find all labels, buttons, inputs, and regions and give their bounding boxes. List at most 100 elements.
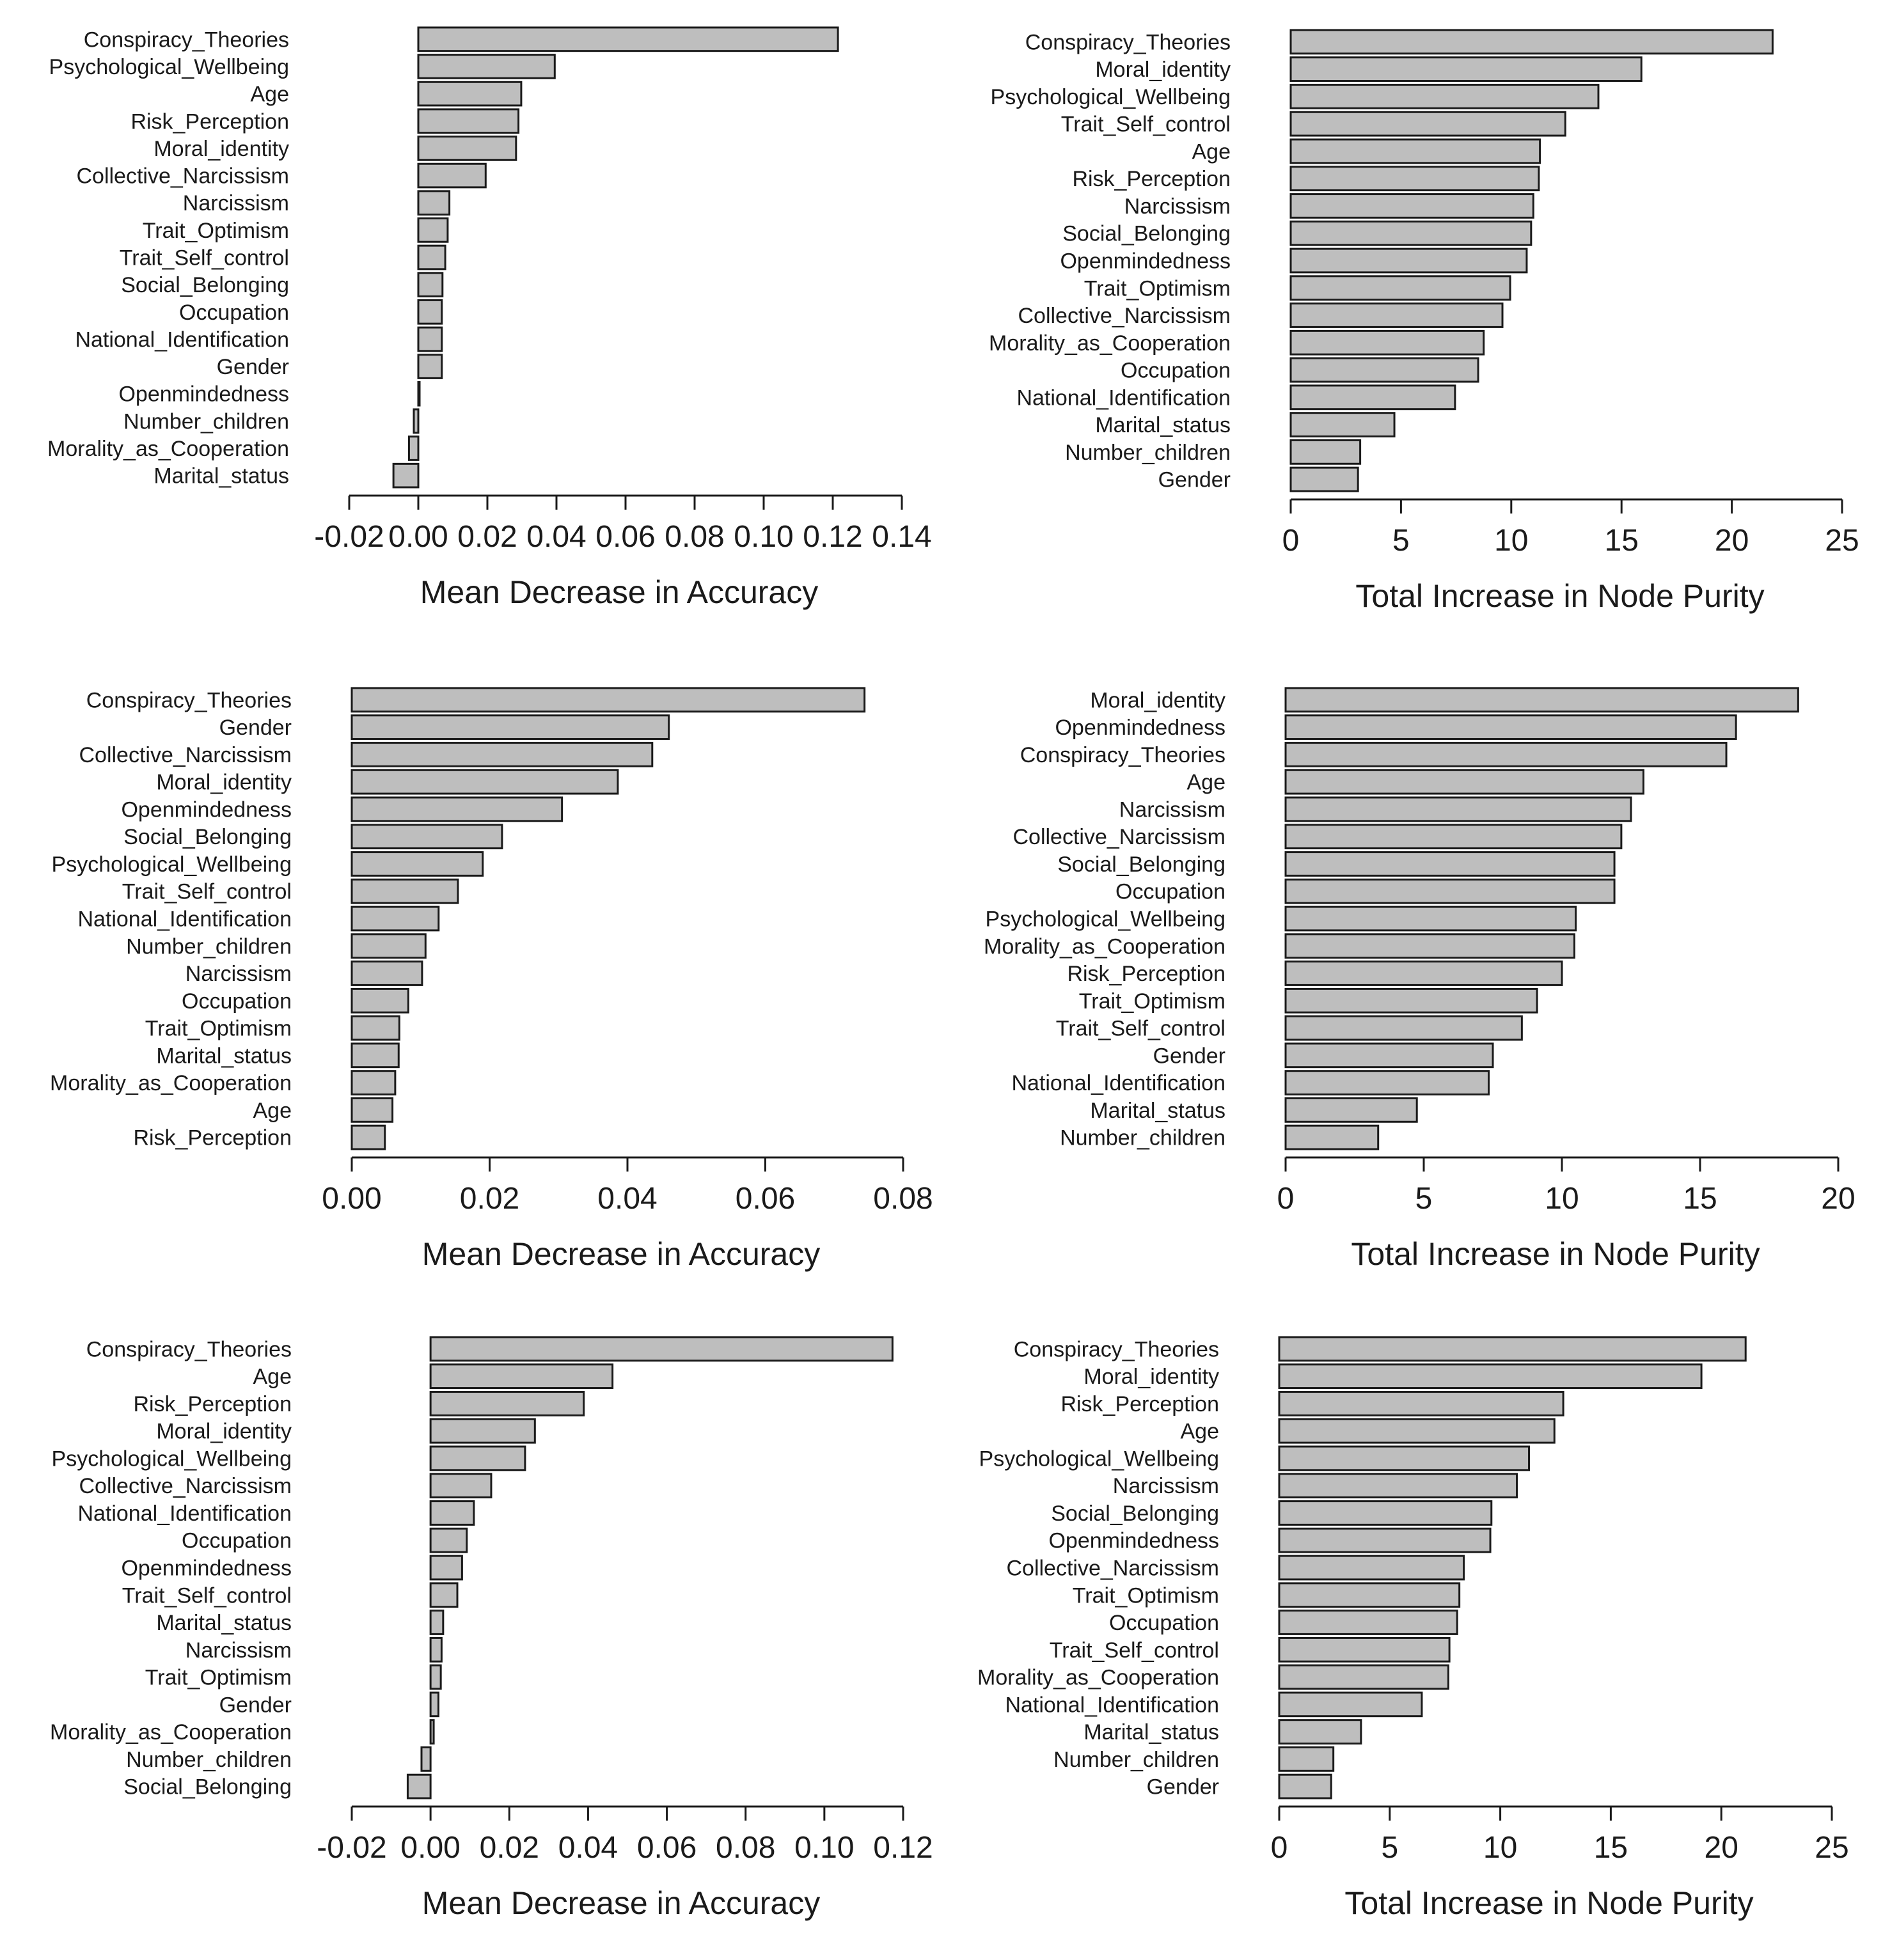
panel-5-bar-openmindedness [429,1555,463,1581]
panel-5-category-label: Trait_Self_control [122,1583,292,1608]
panel-6-bar-risk-perception [1278,1391,1564,1416]
panel-5-category-label: Narcissism [185,1638,292,1663]
panel-3-x-axis-title: Mean Decrease in Accuracy [422,1236,821,1272]
panel-3-bar-psychological-wellbeing [351,851,484,877]
panel-1-category-label: Occupation [179,301,289,325]
panel-2-category-label: Psychological_Wellbeing [991,85,1231,109]
panel-3-category-label: Morality_as_Cooperation [50,1071,292,1095]
panel-1-x-axis: -0.02 0.00 0.02 0.04 0.06 0.08 0.10 0.12 0.14 [314,494,932,554]
panel-6-x-tick-label: 10 [1483,1831,1517,1865]
panel-4-category-label: Trait_Self_control [1056,1017,1225,1041]
panel-6-category-label: Risk_Perception [1060,1392,1219,1416]
panel-6-bar-collective-narcissism [1278,1555,1465,1581]
panel-3-category-label: Risk_Perception [133,1126,292,1150]
panel-4-category-label: Psychological_Wellbeing [986,907,1225,932]
panel-5-bar-narcissism [429,1636,443,1663]
panel-2-category-label: Risk_Perception [1072,167,1231,191]
panel-6-category-label: Age [1181,1420,1220,1444]
panel-1-category-label: Moral_identity [154,137,289,161]
panel-6-chart: Conspiracy_Theories Moral_identity Risk_Pe… [977,1336,1849,1921]
panel-3-category-label: Gender [219,716,292,740]
panel-4-bar-collective-narcissism [1284,824,1623,850]
panel-1-category-label: Number_children [123,409,289,434]
panel-2-category-label: Marital_status [1095,413,1231,437]
panel-4-x-tick-label: 5 [1415,1182,1433,1216]
panel-1-bar-gender [417,354,443,379]
panel-1-x-tick-label: 0.10 [734,520,793,554]
panel-2-bar-collective-narcissism [1289,302,1504,328]
panel-3-category-label: Narcissism [185,962,292,986]
panel-4-category-label: Conspiracy_Theories [1020,743,1225,767]
panel-5-bar-conspiracy-theories [429,1336,894,1362]
panel-6-bar-number-children [1278,1746,1335,1772]
panel-6-category-label: Moral_identity [1083,1365,1219,1389]
panel-3-bar-risk-perception [351,1124,386,1150]
panel-2-category-label: Moral_identity [1095,58,1231,82]
panel-3-bar-morality-as-cooperation [351,1070,397,1095]
panel-5-x-tick-label: 0.06 [637,1831,697,1865]
panel-2-bar-narcissism [1289,193,1534,219]
panel-6-x-tick-label: 0 [1271,1831,1288,1865]
panel-3-x-tick-label: 0.00 [322,1182,381,1216]
panel-4-x-tick-label: 15 [1683,1182,1717,1216]
panel-2-x-tick-label: 10 [1494,524,1528,558]
panel-6-bar-trait-self-control [1278,1636,1451,1663]
panel-2-category-label: Conspiracy_Theories [1025,30,1231,54]
panel-3-x-tick-label: 0.04 [597,1182,657,1216]
panel-6-category-label: Trait_Self_control [1050,1638,1219,1663]
panel-5-x-tick-label: 0.00 [400,1831,460,1865]
panel-6-category-label: Number_children [1053,1748,1219,1772]
panel-4-chart: Moral_identity Openmindedness Conspiracy_T… [984,687,1855,1272]
panel-2-x-tick-label: 0 [1282,524,1300,558]
panel-4-bar-conspiracy-theories [1284,742,1728,767]
panel-6-bar-trait-optimism [1278,1582,1461,1608]
panel-3-x-axis: 0.00 0.02 0.04 0.06 0.08 [322,1156,933,1216]
panel-4-category-label: Moral_identity [1090,688,1225,712]
panel-6-bar-psychological-wellbeing [1278,1445,1531,1471]
panel-3-bar-narcissism [351,960,423,986]
panel-2-category-label: Age [1192,139,1231,164]
panel-3-bar-trait-optimism [351,1015,400,1041]
panel-3-category-label: Moral_identity [156,771,292,795]
panel-4-bar-national-identification [1284,1070,1490,1095]
panel-1-x-tick-label: 0.00 [388,520,448,554]
panel-6-x-tick-label: 25 [1815,1831,1848,1865]
panel-3-x-tick-label: 0.08 [873,1182,933,1216]
panel-6-bar-moral-identity [1278,1363,1703,1390]
panel-2-bar-risk-perception [1289,166,1540,192]
panel-3-category-label: Age [253,1099,292,1123]
panel-4-x-axis-title: Total Increase in Node Purity [1351,1236,1760,1272]
panel-3-bar-moral-identity [351,769,619,795]
panel-5-category-label: Marital_status [156,1611,292,1635]
panel-1-bar-morality-as-cooperation [407,435,420,461]
panel-5-x-tick-label: 0.02 [480,1831,539,1865]
panel-3-category-label: National_Identification [77,907,292,932]
panel-1-bar-national-identification [417,326,443,352]
panel-1-chart: Conspiracy_Theories Psychological_Wellbei… [47,26,932,610]
panel-2-category-label: Morality_as_Cooperation [989,331,1231,356]
panel-3-bar-national-identification [351,906,440,932]
panel-5-category-label: Number_children [126,1748,292,1772]
panel-4-bar-number-children [1284,1124,1380,1150]
panel-3-bar-marital-status [351,1042,400,1069]
panel-1-x-axis-title: Mean Decrease in Accuracy [420,574,819,610]
panel-2-chart: Conspiracy_Theories Moral_identity Psychol… [989,29,1859,614]
panel-4-category-label: Trait_Optimism [1079,989,1225,1014]
panel-1-category-label: National_Identification [75,327,289,352]
panel-2-bar-psychological-wellbeing [1289,84,1600,109]
panel-4-category-label: Age [1187,771,1226,795]
panel-2-category-label: Occupation [1121,359,1231,383]
panel-4-bar-openmindedness [1284,714,1737,741]
panel-2-x-axis-title: Total Increase in Node Purity [1355,578,1764,614]
panel-5-category-label: Collective_Narcissism [79,1474,292,1498]
panel-1-bar-number-children [413,408,420,434]
panel-3-category-label: Collective_Narcissism [79,743,292,767]
panel-4-x-tick-label: 0 [1277,1182,1295,1216]
panel-2-bar-trait-self-control [1289,111,1566,137]
panel-6-category-label: Collective_Narcissism [1006,1556,1219,1581]
panel-5-bar-age [429,1363,614,1390]
panel-3-category-label: Number_children [126,934,292,959]
panel-6-bar-morality-as-cooperation [1278,1664,1449,1690]
panel-5-bar-marital-status [429,1610,445,1635]
panel-5-category-label: Conspiracy_Theories [86,1337,292,1361]
